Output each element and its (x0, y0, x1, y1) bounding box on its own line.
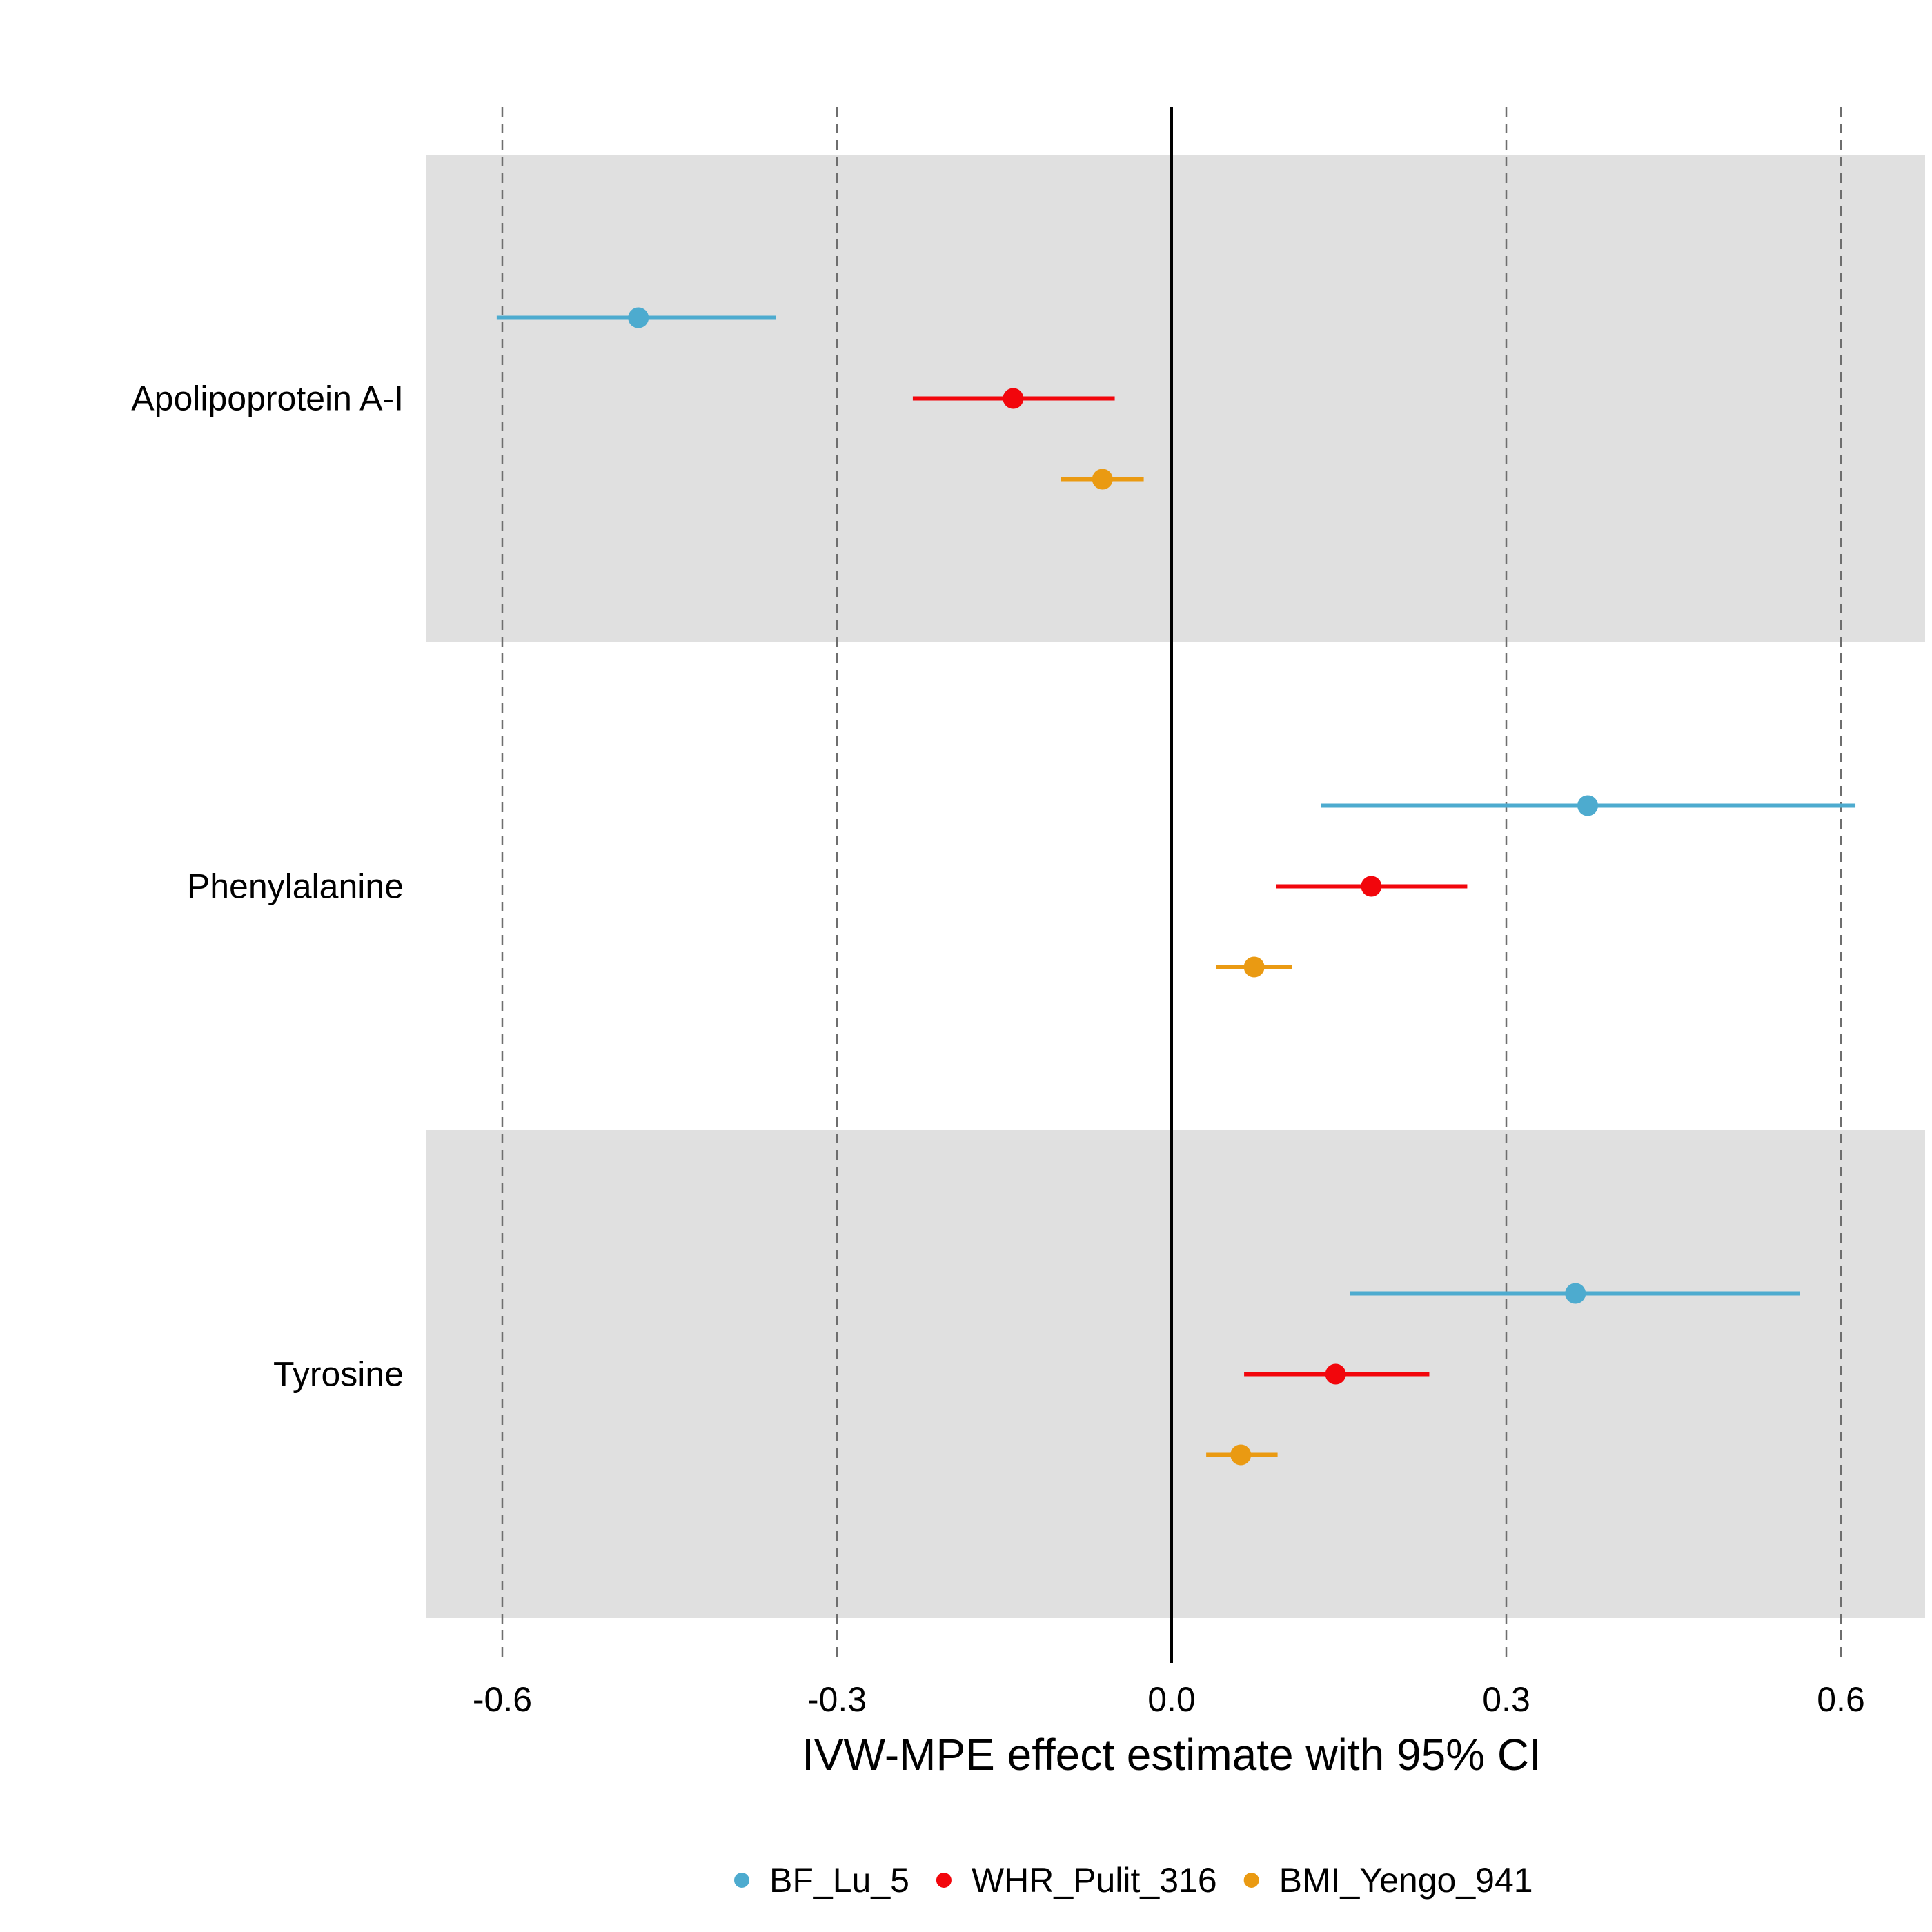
band-tyrosine (426, 1130, 1925, 1618)
legend-marker-bf-lu-5 (734, 1873, 749, 1888)
category-label-apolipoprotein-a-i: Apolipoprotein A-I (131, 379, 404, 418)
point-bmi-yengo-941-phenylalanine (1243, 956, 1265, 978)
legend-item-bf-lu-5: BF_Lu_5 (734, 1861, 909, 1900)
estimate-bf-lu-5-phenylalanine (1321, 795, 1856, 816)
estimate-whr-pulit-316-tyrosine (1244, 1363, 1430, 1385)
category-bands (426, 155, 1925, 1618)
point-bf-lu-5-tyrosine (1565, 1283, 1586, 1304)
x-tick-label: 0.6 (1817, 1680, 1865, 1719)
legend-item-bmi-yengo-941: BMI_Yengo_941 (1243, 1861, 1533, 1900)
point-whr-pulit-316-tyrosine (1325, 1363, 1346, 1385)
x-axis-ticks: -0.6 -0.3 0.0 0.3 0.6 (473, 1680, 1865, 1719)
estimate-bmi-yengo-941-tyrosine (1206, 1444, 1278, 1466)
point-bf-lu-5-phenylalanine (1577, 795, 1599, 816)
legend-label-bf-lu-5: BF_Lu_5 (769, 1861, 909, 1900)
x-tick-label: 0.3 (1482, 1680, 1530, 1719)
y-axis-labels: Apolipoprotein A-I Phenylalanine Tyrosine (131, 379, 404, 1394)
estimate-bf-lu-5-tyrosine (1350, 1283, 1800, 1304)
x-tick-label: -0.3 (807, 1680, 867, 1719)
confidence-intervals (496, 307, 1856, 1466)
category-label-tyrosine: Tyrosine (273, 1355, 404, 1394)
legend-label-whr-pulit-316: WHR_Pulit_316 (972, 1861, 1217, 1900)
vertical-gridlines (501, 107, 1842, 1663)
point-bf-lu-5-apolipoprotein-a-i (628, 307, 649, 328)
point-bmi-yengo-941-tyrosine (1230, 1444, 1252, 1466)
legend-marker-whr-pulit-316 (936, 1873, 952, 1888)
x-tick-label: 0.0 (1147, 1680, 1196, 1719)
legend-marker-bmi-yengo-941 (1243, 1873, 1259, 1888)
band-apolipoprotein-a-i (426, 155, 1925, 642)
point-whr-pulit-316-phenylalanine (1361, 876, 1382, 897)
legend: BF_Lu_5 WHR_Pulit_316 BMI_Yengo_941 (734, 1861, 1533, 1900)
legend-label-bmi-yengo-941: BMI_Yengo_941 (1279, 1861, 1533, 1900)
estimate-bmi-yengo-941-phenylalanine (1216, 956, 1292, 978)
x-tick-label: -0.6 (473, 1680, 532, 1719)
estimate-bf-lu-5-apolipoprotein-a-i (496, 307, 776, 328)
category-label-phenylalanine: Phenylalanine (187, 867, 404, 906)
estimate-bmi-yengo-941-apolipoprotein-a-i (1061, 469, 1144, 490)
band-phenylalanine (426, 642, 1925, 1130)
point-whr-pulit-316-apolipoprotein-a-i (1003, 388, 1024, 409)
estimate-whr-pulit-316-phenylalanine (1276, 876, 1468, 897)
legend-item-whr-pulit-316: WHR_Pulit_316 (936, 1861, 1217, 1900)
estimate-whr-pulit-316-apolipoprotein-a-i (912, 388, 1115, 409)
x-axis-title: IVW-MPE effect estimate with 95% CI (802, 1730, 1541, 1780)
point-bmi-yengo-941-apolipoprotein-a-i (1092, 469, 1113, 490)
